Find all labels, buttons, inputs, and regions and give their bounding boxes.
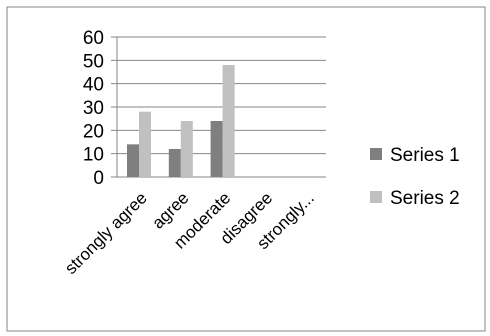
legend-swatch-series-1: [370, 148, 382, 160]
bar-series-1: [210, 121, 223, 177]
y-tick-label: 10: [83, 145, 104, 166]
legend-swatch-series-2: [370, 191, 382, 203]
bar-series-2: [139, 111, 151, 177]
bar-series-2: [180, 121, 193, 177]
legend-label-series-1: Series 1: [390, 145, 460, 166]
bar-series-2: [222, 65, 235, 177]
legend-label-series-2: Series 2: [390, 188, 460, 209]
y-tick-label: 30: [83, 98, 104, 119]
chart-frame: [6, 6, 486, 332]
y-tick-label: 60: [83, 28, 104, 49]
y-tick-label: 20: [83, 121, 104, 142]
bars: [127, 65, 235, 177]
y-tick-label: 40: [83, 75, 104, 96]
bar-series-1: [127, 144, 139, 177]
bar-series-1: [168, 149, 181, 177]
y-tick-label: 0: [93, 168, 104, 189]
legend: Series 1 Series 2: [370, 145, 460, 209]
y-tick-label: 50: [83, 51, 104, 72]
